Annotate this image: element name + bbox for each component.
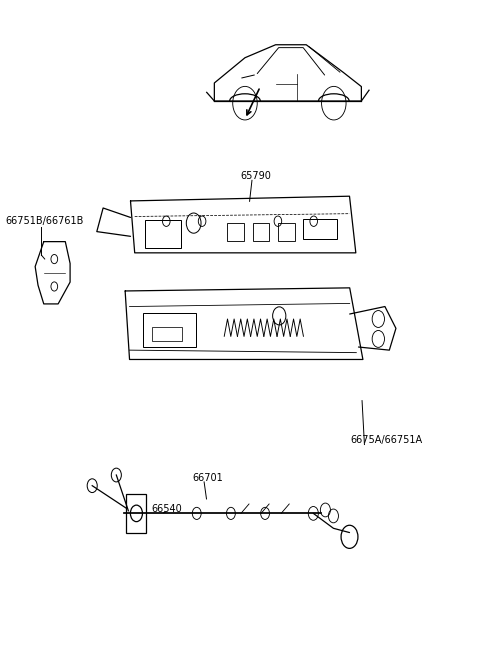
Text: 66751B/66761B: 66751B/66761B <box>5 215 84 225</box>
Bar <box>228 223 244 241</box>
Bar <box>152 327 182 341</box>
Bar <box>143 313 195 347</box>
Bar <box>145 220 181 248</box>
Bar <box>126 494 146 533</box>
Text: 65790: 65790 <box>240 171 271 181</box>
Text: 66701: 66701 <box>192 472 223 483</box>
Bar <box>252 223 269 241</box>
Text: 6675A/66751A: 6675A/66751A <box>350 435 422 445</box>
Text: 66540: 66540 <box>152 504 182 514</box>
Bar <box>303 219 337 238</box>
Bar <box>278 223 295 241</box>
